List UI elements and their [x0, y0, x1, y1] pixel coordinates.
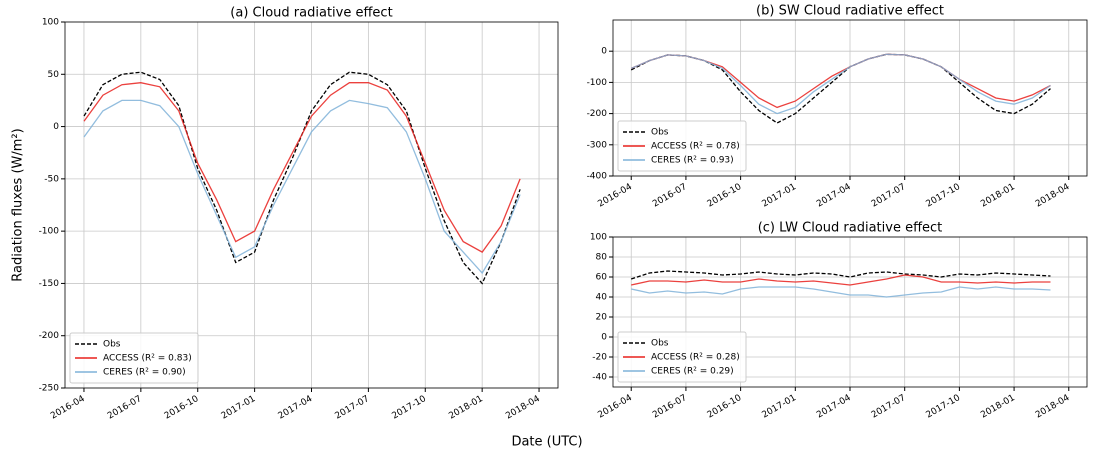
- legend-label: Obs: [103, 340, 121, 350]
- x-tick-label: 2016-07: [651, 182, 689, 209]
- chart-title: (b) SW Cloud radiative effect: [756, 4, 944, 19]
- y-tick-label: 0: [601, 47, 607, 57]
- x-tick-label: 2017-10: [925, 182, 963, 210]
- series-line: [631, 286, 1051, 298]
- legend-box: [69, 332, 199, 384]
- y-tick-label: -300: [587, 140, 608, 150]
- axes-frame: [64, 21, 559, 389]
- y-tick-label: 40: [596, 293, 608, 303]
- y-axis-label: Radiation fluxes (W/m²): [11, 128, 26, 281]
- series-line: [83, 82, 521, 253]
- axes-frame: [612, 236, 1088, 388]
- y-tick-label: -150: [39, 279, 60, 289]
- x-tick-label: 2017-07: [870, 393, 908, 420]
- x-tick-label: 2016-10: [706, 182, 744, 210]
- x-tick-label: 2016-04: [596, 393, 634, 421]
- y-tick-label: 50: [48, 70, 60, 80]
- series-line: [83, 71, 521, 285]
- y-tick-label: -100: [587, 78, 608, 88]
- x-tick-label: 2016-04: [49, 394, 87, 422]
- x-tick-label: 2017-01: [760, 393, 798, 420]
- legend-label: Obs: [651, 128, 669, 138]
- y-tick-label: -200: [39, 331, 60, 341]
- series-line: [83, 99, 521, 275]
- chart-title: (a) Cloud radiative effect: [230, 6, 392, 21]
- x-tick-label: 2017-10: [925, 393, 963, 421]
- legend-label: ACCESS (R² = 0.28): [651, 353, 740, 363]
- x-tick-label: 2018-01: [447, 394, 485, 421]
- x-axis-label: Date (UTC): [511, 435, 582, 450]
- legend-label: CERES (R² = 0.29): [651, 367, 734, 377]
- x-tick-label: 2018-04: [1034, 182, 1072, 210]
- y-tick-label: 20: [596, 313, 608, 323]
- y-tick-label: -400: [587, 172, 608, 182]
- x-tick-label: 2016-10: [706, 393, 744, 421]
- chart-title: (c) LW Cloud radiative effect: [758, 221, 943, 236]
- series-line: [630, 53, 1051, 109]
- x-tick-label: 2016-07: [651, 393, 689, 420]
- legend-label: ACCESS (R² = 0.78): [651, 142, 740, 152]
- x-tick-label: 2017-04: [815, 393, 853, 421]
- x-tick-label: 2018-04: [504, 394, 542, 422]
- y-tick-label: 0: [601, 333, 607, 343]
- series-line: [631, 274, 1051, 286]
- y-tick-label: -100: [39, 227, 60, 237]
- legend-label: ACCESS (R² = 0.83): [103, 354, 192, 364]
- axes-frame: [612, 19, 1088, 177]
- legend-label: CERES (R² = 0.93): [651, 156, 734, 166]
- legend-box: [617, 331, 747, 383]
- x-tick-label: 2017-04: [277, 394, 315, 422]
- x-tick-label: 2018-04: [1034, 393, 1072, 421]
- x-tick-label: 2017-10: [390, 394, 428, 422]
- y-tick-label: -40: [592, 373, 607, 383]
- y-tick-label: 0: [53, 122, 59, 132]
- x-tick-label: 2017-04: [815, 182, 853, 210]
- y-tick-label: -20: [592, 353, 607, 363]
- y-tick-label: -50: [44, 174, 59, 184]
- y-tick-label: -250: [39, 384, 60, 394]
- legend-label: CERES (R² = 0.90): [103, 368, 186, 378]
- y-tick-label: 100: [590, 233, 607, 243]
- series-line: [630, 53, 1051, 124]
- x-tick-label: 2016-07: [106, 394, 144, 421]
- x-tick-label: 2017-01: [760, 182, 798, 209]
- x-tick-label: 2017-07: [870, 182, 908, 209]
- series-line: [630, 270, 1051, 280]
- y-tick-label: 80: [596, 253, 608, 263]
- y-tick-label: 60: [596, 273, 608, 283]
- x-tick-label: 2016-10: [163, 394, 201, 422]
- x-tick-label: 2017-07: [334, 394, 372, 421]
- x-tick-label: 2018-01: [979, 393, 1017, 420]
- legend-label: Obs: [651, 339, 669, 349]
- legend-box: [617, 120, 747, 172]
- y-tick-label: 100: [42, 18, 59, 28]
- series-line: [630, 53, 1051, 115]
- x-tick-label: 2017-01: [220, 394, 258, 421]
- x-tick-label: 2016-04: [596, 182, 634, 210]
- y-tick-label: -200: [587, 109, 608, 119]
- x-tick-label: 2018-01: [979, 182, 1017, 209]
